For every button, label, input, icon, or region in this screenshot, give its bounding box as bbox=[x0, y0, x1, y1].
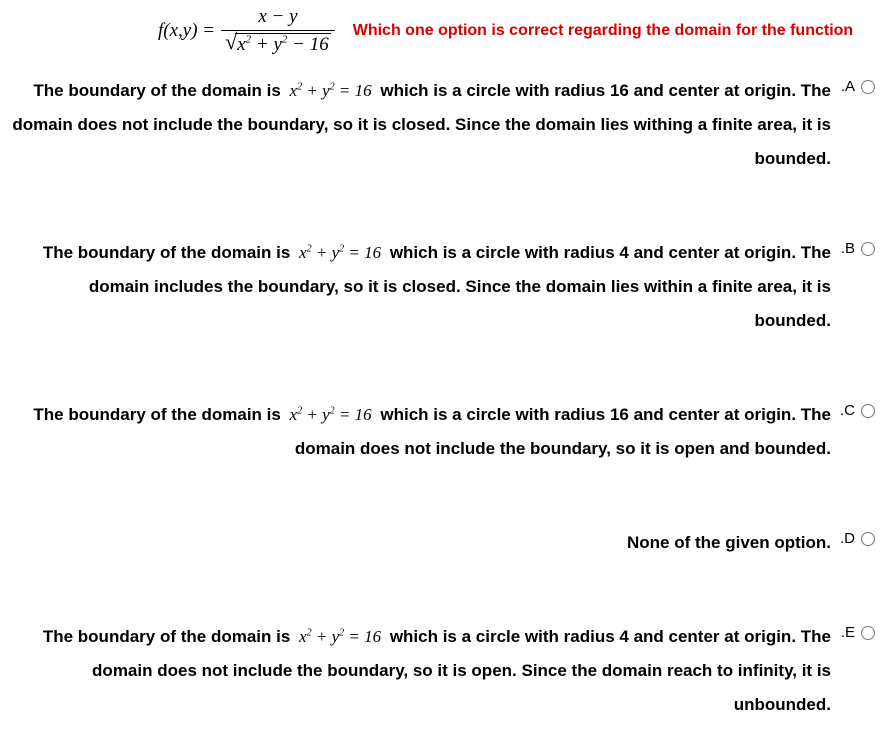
equation: x2 + y2 = 16 bbox=[295, 243, 385, 262]
option-E-radio[interactable] bbox=[861, 626, 875, 640]
option-B-text: The boundary of the domain is x2 + y2 = … bbox=[12, 236, 831, 338]
formula-lhs: f(x,y) = bbox=[158, 20, 215, 42]
option-A-letter: .A bbox=[837, 74, 855, 95]
option-C-radio[interactable] bbox=[861, 404, 875, 418]
formula-numerator: x − y bbox=[254, 6, 301, 30]
equation: x2 + y2 = 16 bbox=[295, 627, 385, 646]
option-B[interactable]: The boundary of the domain is x2 + y2 = … bbox=[12, 236, 875, 338]
option-D[interactable]: None of the given option. .D bbox=[12, 526, 875, 560]
option-E[interactable]: The boundary of the domain is x2 + y2 = … bbox=[12, 620, 875, 722]
option-B-letter: .B bbox=[837, 236, 855, 257]
question-prompt: Which one option is correct regarding th… bbox=[353, 22, 853, 40]
option-D-letter: .D bbox=[837, 526, 855, 547]
option-C[interactable]: The boundary of the domain is x2 + y2 = … bbox=[12, 398, 875, 466]
question-page: f(x,y) = x − y √ x2 + y2 − 16 Which one … bbox=[0, 0, 887, 754]
option-A[interactable]: The boundary of the domain is x2 + y2 = … bbox=[12, 74, 875, 176]
radicand: x2 + y2 − 16 bbox=[235, 33, 331, 56]
formula-fraction: x − y √ x2 + y2 − 16 bbox=[221, 6, 335, 56]
option-D-text: None of the given option. bbox=[12, 526, 831, 560]
option-A-text: The boundary of the domain is x2 + y2 = … bbox=[12, 74, 831, 176]
option-C-text: The boundary of the domain is x2 + y2 = … bbox=[12, 398, 831, 466]
question-header: f(x,y) = x − y √ x2 + y2 − 16 Which one … bbox=[158, 0, 879, 74]
formula-denominator: √ x2 + y2 − 16 bbox=[221, 30, 335, 56]
equation: x2 + y2 = 16 bbox=[286, 81, 376, 100]
equation: x2 + y2 = 16 bbox=[286, 405, 376, 424]
option-E-letter: .E bbox=[837, 620, 855, 641]
option-E-text: The boundary of the domain is x2 + y2 = … bbox=[12, 620, 831, 722]
option-D-radio[interactable] bbox=[861, 532, 875, 546]
sqrt: √ x2 + y2 − 16 bbox=[225, 33, 331, 56]
option-B-radio[interactable] bbox=[861, 242, 875, 256]
option-C-letter: .C bbox=[837, 398, 855, 419]
function-formula: f(x,y) = x − y √ x2 + y2 − 16 bbox=[158, 6, 335, 56]
option-A-radio[interactable] bbox=[861, 80, 875, 94]
